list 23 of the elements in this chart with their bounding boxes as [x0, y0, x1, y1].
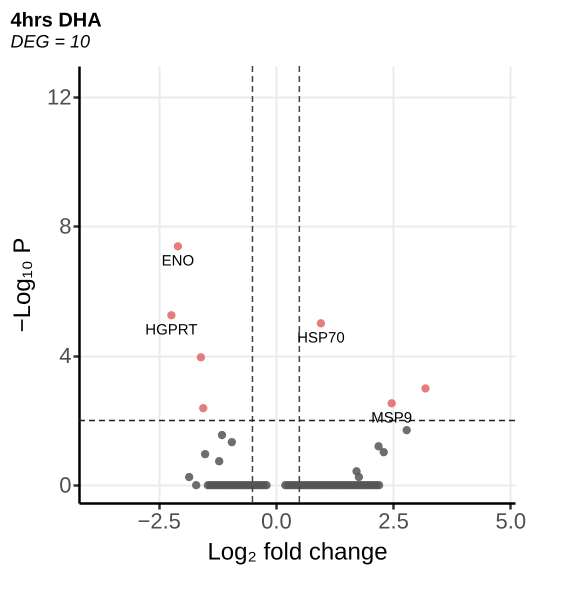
y-tick-label: 4: [59, 343, 72, 368]
annotation: HGPRT: [145, 321, 198, 338]
x-axis-title: Log₂ fold change: [207, 538, 388, 566]
x-tick-label: 0.0: [261, 508, 292, 534]
y-axis-title: −Log₁₀ P: [9, 238, 36, 332]
y-tick-label: 8: [59, 214, 72, 239]
point: [316, 319, 326, 328]
point: [167, 311, 176, 320]
x-tick-label: 2.5: [378, 508, 409, 534]
y-tick-label: 0: [59, 472, 72, 498]
x-tick-label: −2.5: [137, 508, 181, 534]
point: [421, 384, 430, 393]
annotation: HSP70: [297, 329, 345, 346]
y-tick-label: 12: [47, 84, 72, 110]
annotation: ENO: [162, 252, 194, 270]
point: [388, 399, 396, 408]
point: [174, 242, 182, 250]
point: [199, 404, 208, 412]
chart-title: 4hrs DHA: [10, 9, 102, 32]
annotation: MSP9: [371, 409, 412, 426]
x-tick-label: 5.0: [496, 508, 526, 534]
point: [196, 353, 206, 362]
chart-subtitle: DEG = 10: [10, 31, 90, 52]
